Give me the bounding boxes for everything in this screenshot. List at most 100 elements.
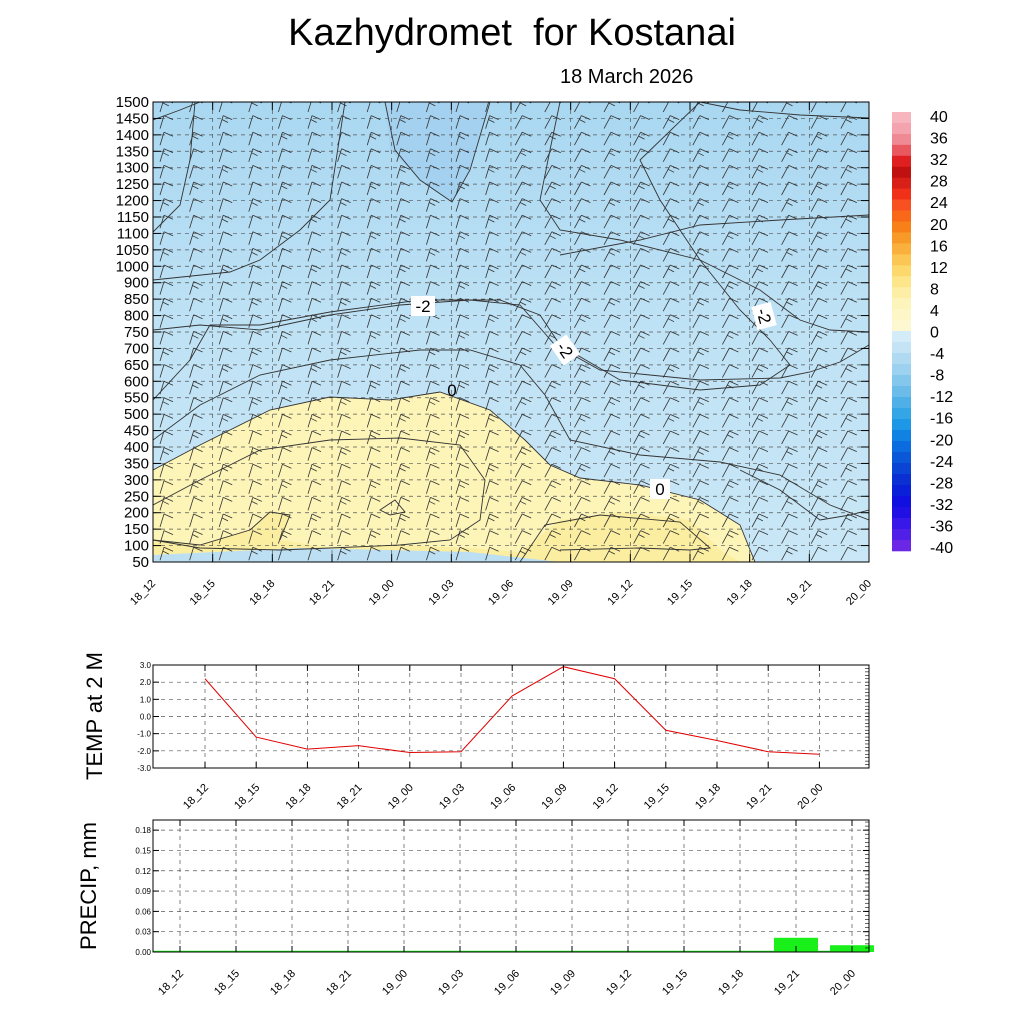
wind-barb xyxy=(426,331,440,345)
wind-barb xyxy=(840,231,857,245)
wind-barb xyxy=(455,530,470,544)
wind-barb xyxy=(810,530,828,544)
wind-barb xyxy=(810,181,828,196)
wind-barb xyxy=(662,314,680,328)
wind-barb xyxy=(751,497,769,511)
colorbar-swatch xyxy=(892,320,911,332)
wind-barb xyxy=(366,331,381,345)
wind-barb xyxy=(514,231,532,245)
wind-barb xyxy=(455,214,470,229)
y-tick-label: 750 xyxy=(124,324,149,341)
x-tick-label: 19_15 xyxy=(642,782,672,812)
contour-labels: -2 -2 -2 0 0 xyxy=(411,296,777,499)
contour-label: 0 xyxy=(655,480,664,499)
wind-barb xyxy=(870,431,886,444)
wind-barb xyxy=(781,414,798,428)
wind-barb xyxy=(248,214,262,229)
wind-barb xyxy=(574,380,591,395)
wind-barb xyxy=(810,264,828,279)
wind-barb xyxy=(366,414,381,428)
colorbar: 4036322824201612840-4-8-12-16-20-24-28-3… xyxy=(892,109,953,557)
wind-barb xyxy=(426,214,440,229)
colorbar-swatch xyxy=(892,375,911,387)
wind-barb xyxy=(751,513,769,528)
wind-barb xyxy=(810,397,828,411)
wind-barb xyxy=(810,231,828,245)
wind-barb xyxy=(692,463,709,478)
colorbar-swatch xyxy=(892,298,911,310)
x-tick-label: 19_12 xyxy=(605,578,635,608)
section-y-axis: 1500145014001350130012501200115011001050… xyxy=(116,94,869,571)
wind-barb xyxy=(337,264,351,279)
wind-barb xyxy=(514,546,532,561)
wind-barb xyxy=(278,331,292,345)
wind-barb xyxy=(751,115,769,129)
wind-barb xyxy=(485,248,499,262)
wind-barb xyxy=(426,364,440,378)
y-tick-label: 300 xyxy=(124,472,149,489)
wind-barb xyxy=(781,463,798,478)
wind-barb xyxy=(485,214,499,229)
wind-barb xyxy=(337,447,351,461)
wind-barb xyxy=(514,264,532,279)
wind-barb xyxy=(781,447,798,461)
wind-barb xyxy=(248,131,262,146)
wind-barb xyxy=(781,131,798,146)
wind-barb xyxy=(633,530,650,544)
colorbar-swatch xyxy=(892,386,911,398)
wind-barb xyxy=(485,231,499,245)
y-tick-label: 450 xyxy=(124,423,149,440)
wind-barb xyxy=(337,181,351,196)
wind-barb xyxy=(307,480,322,494)
x-tick-label: 19_06 xyxy=(492,968,522,998)
wind-barb xyxy=(455,430,470,445)
wind-barb xyxy=(722,314,739,328)
x-tick-label: 18_21 xyxy=(307,578,337,608)
colorbar-swatch xyxy=(892,155,911,168)
wind-barb xyxy=(159,165,174,179)
wind-barb xyxy=(248,497,262,511)
colorbar-label: -20 xyxy=(930,432,953,449)
y-tick-label: 200 xyxy=(124,505,149,522)
wind-barb xyxy=(485,463,499,478)
wind-barb xyxy=(840,430,857,445)
wind-barb xyxy=(544,430,561,445)
wind-barb xyxy=(751,181,769,196)
wind-barb xyxy=(307,131,322,146)
wind-barb xyxy=(514,430,532,445)
wind-barb xyxy=(662,463,680,478)
wind-barb xyxy=(603,414,621,428)
wind-barb xyxy=(692,513,709,528)
wind-barb xyxy=(278,463,292,478)
wind-barb xyxy=(337,364,351,378)
colorbar-swatch xyxy=(892,331,911,343)
wind-barb xyxy=(248,331,262,345)
wind-barb xyxy=(159,430,174,445)
wind-barb xyxy=(337,248,351,262)
wind-barb xyxy=(633,513,650,528)
colorbar-swatch xyxy=(892,408,911,420)
wind-barb xyxy=(840,281,857,295)
wind-barb xyxy=(840,530,857,544)
wind-barb xyxy=(870,531,886,544)
wind-barb xyxy=(278,248,292,262)
wind-barb xyxy=(159,314,174,328)
wind-barb xyxy=(307,497,322,511)
precip-grid xyxy=(153,820,869,952)
contour-label-bg xyxy=(549,334,581,366)
wind-barb xyxy=(248,264,262,279)
wind-barb xyxy=(574,181,591,196)
y-tick-label: 700 xyxy=(124,340,149,357)
wind-barb xyxy=(278,414,292,428)
wind-barb xyxy=(366,264,381,279)
wind-barb xyxy=(278,297,292,312)
wind-barb xyxy=(574,447,591,461)
wind-barb xyxy=(485,430,499,445)
wind-barb xyxy=(633,347,650,362)
wind-barb xyxy=(840,148,857,162)
wind-barb xyxy=(248,115,262,129)
wind-barb xyxy=(307,248,322,262)
wind-barb xyxy=(218,364,233,378)
wind-barb xyxy=(810,480,828,494)
x-tick-label: 18_15 xyxy=(232,782,262,812)
